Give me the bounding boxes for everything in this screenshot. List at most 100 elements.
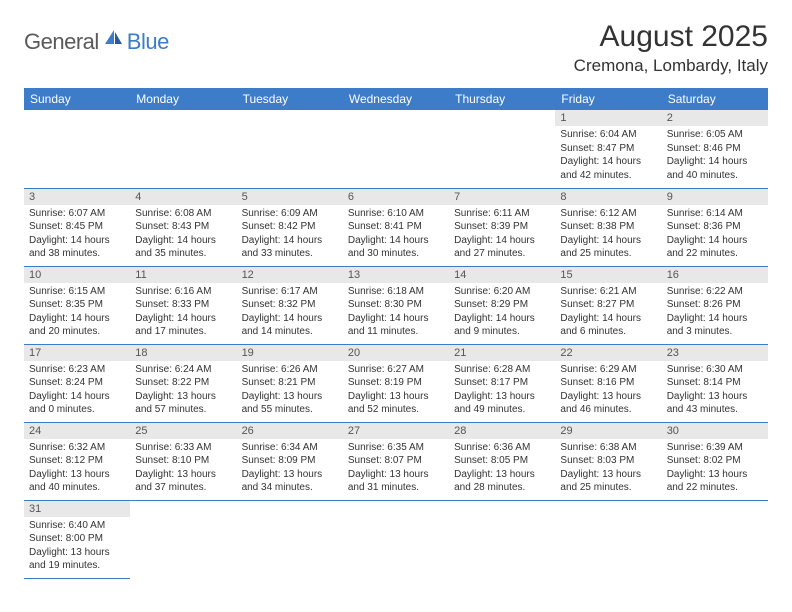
day-header: Friday [555, 88, 661, 110]
day-content: Sunrise: 6:10 AMSunset: 8:41 PMDaylight:… [343, 205, 449, 265]
day-cell: 17Sunrise: 6:23 AMSunset: 8:24 PMDayligh… [24, 344, 130, 422]
day-header: Sunday [24, 88, 130, 110]
day-content: Sunrise: 6:39 AMSunset: 8:02 PMDaylight:… [662, 439, 768, 499]
day-number: 27 [343, 423, 449, 439]
day-cell: 9Sunrise: 6:14 AMSunset: 8:36 PMDaylight… [662, 188, 768, 266]
day-number: 26 [237, 423, 343, 439]
calendar-table: SundayMondayTuesdayWednesdayThursdayFrid… [24, 88, 768, 579]
day-cell: 14Sunrise: 6:20 AMSunset: 8:29 PMDayligh… [449, 266, 555, 344]
day-cell: 6Sunrise: 6:10 AMSunset: 8:41 PMDaylight… [343, 188, 449, 266]
day-cell: 31Sunrise: 6:40 AMSunset: 8:00 PMDayligh… [24, 500, 130, 578]
day-number: 2 [662, 110, 768, 126]
empty-day-cell [130, 110, 236, 188]
calendar-week-row: 24Sunrise: 6:32 AMSunset: 8:12 PMDayligh… [24, 422, 768, 500]
calendar-week-row: 10Sunrise: 6:15 AMSunset: 8:35 PMDayligh… [24, 266, 768, 344]
logo-text-general: General [24, 29, 99, 55]
day-cell: 11Sunrise: 6:16 AMSunset: 8:33 PMDayligh… [130, 266, 236, 344]
day-number: 31 [24, 501, 130, 517]
day-content: Sunrise: 6:35 AMSunset: 8:07 PMDaylight:… [343, 439, 449, 499]
day-number: 1 [555, 110, 661, 126]
day-content: Sunrise: 6:22 AMSunset: 8:26 PMDaylight:… [662, 283, 768, 343]
day-number: 10 [24, 267, 130, 283]
day-cell: 12Sunrise: 6:17 AMSunset: 8:32 PMDayligh… [237, 266, 343, 344]
day-cell: 20Sunrise: 6:27 AMSunset: 8:19 PMDayligh… [343, 344, 449, 422]
day-cell: 8Sunrise: 6:12 AMSunset: 8:38 PMDaylight… [555, 188, 661, 266]
day-cell: 24Sunrise: 6:32 AMSunset: 8:12 PMDayligh… [24, 422, 130, 500]
day-content: Sunrise: 6:07 AMSunset: 8:45 PMDaylight:… [24, 205, 130, 265]
day-cell: 10Sunrise: 6:15 AMSunset: 8:35 PMDayligh… [24, 266, 130, 344]
day-content: Sunrise: 6:20 AMSunset: 8:29 PMDaylight:… [449, 283, 555, 343]
day-cell: 18Sunrise: 6:24 AMSunset: 8:22 PMDayligh… [130, 344, 236, 422]
day-number: 24 [24, 423, 130, 439]
day-content: Sunrise: 6:36 AMSunset: 8:05 PMDaylight:… [449, 439, 555, 499]
day-header: Saturday [662, 88, 768, 110]
day-cell: 21Sunrise: 6:28 AMSunset: 8:17 PMDayligh… [449, 344, 555, 422]
day-header: Monday [130, 88, 236, 110]
day-content: Sunrise: 6:15 AMSunset: 8:35 PMDaylight:… [24, 283, 130, 343]
day-number: 25 [130, 423, 236, 439]
empty-day-cell [237, 110, 343, 188]
day-content: Sunrise: 6:14 AMSunset: 8:36 PMDaylight:… [662, 205, 768, 265]
day-number: 12 [237, 267, 343, 283]
day-cell: 27Sunrise: 6:35 AMSunset: 8:07 PMDayligh… [343, 422, 449, 500]
day-number: 20 [343, 345, 449, 361]
day-number: 29 [555, 423, 661, 439]
day-cell: 5Sunrise: 6:09 AMSunset: 8:42 PMDaylight… [237, 188, 343, 266]
day-cell: 29Sunrise: 6:38 AMSunset: 8:03 PMDayligh… [555, 422, 661, 500]
day-content: Sunrise: 6:23 AMSunset: 8:24 PMDaylight:… [24, 361, 130, 421]
day-number: 16 [662, 267, 768, 283]
day-content: Sunrise: 6:11 AMSunset: 8:39 PMDaylight:… [449, 205, 555, 265]
calendar-body: 1Sunrise: 6:04 AMSunset: 8:47 PMDaylight… [24, 110, 768, 578]
day-content: Sunrise: 6:32 AMSunset: 8:12 PMDaylight:… [24, 439, 130, 499]
day-number: 7 [449, 189, 555, 205]
empty-day-cell [449, 500, 555, 578]
day-content: Sunrise: 6:09 AMSunset: 8:42 PMDaylight:… [237, 205, 343, 265]
calendar-week-row: 3Sunrise: 6:07 AMSunset: 8:45 PMDaylight… [24, 188, 768, 266]
day-cell: 25Sunrise: 6:33 AMSunset: 8:10 PMDayligh… [130, 422, 236, 500]
day-cell: 1Sunrise: 6:04 AMSunset: 8:47 PMDaylight… [555, 110, 661, 188]
day-number: 17 [24, 345, 130, 361]
location-subtitle: Cremona, Lombardy, Italy [574, 56, 768, 76]
day-content: Sunrise: 6:17 AMSunset: 8:32 PMDaylight:… [237, 283, 343, 343]
day-number: 22 [555, 345, 661, 361]
day-content: Sunrise: 6:27 AMSunset: 8:19 PMDaylight:… [343, 361, 449, 421]
day-content: Sunrise: 6:05 AMSunset: 8:46 PMDaylight:… [662, 126, 768, 186]
day-header-row: SundayMondayTuesdayWednesdayThursdayFrid… [24, 88, 768, 110]
day-content: Sunrise: 6:04 AMSunset: 8:47 PMDaylight:… [555, 126, 661, 186]
day-number: 6 [343, 189, 449, 205]
day-cell: 3Sunrise: 6:07 AMSunset: 8:45 PMDaylight… [24, 188, 130, 266]
day-cell: 16Sunrise: 6:22 AMSunset: 8:26 PMDayligh… [662, 266, 768, 344]
calendar-week-row: 17Sunrise: 6:23 AMSunset: 8:24 PMDayligh… [24, 344, 768, 422]
day-number: 13 [343, 267, 449, 283]
day-cell: 30Sunrise: 6:39 AMSunset: 8:02 PMDayligh… [662, 422, 768, 500]
day-content: Sunrise: 6:38 AMSunset: 8:03 PMDaylight:… [555, 439, 661, 499]
day-number: 3 [24, 189, 130, 205]
day-content: Sunrise: 6:12 AMSunset: 8:38 PMDaylight:… [555, 205, 661, 265]
day-number: 21 [449, 345, 555, 361]
day-number: 15 [555, 267, 661, 283]
empty-day-cell [343, 110, 449, 188]
day-number: 9 [662, 189, 768, 205]
day-cell: 28Sunrise: 6:36 AMSunset: 8:05 PMDayligh… [449, 422, 555, 500]
day-content: Sunrise: 6:21 AMSunset: 8:27 PMDaylight:… [555, 283, 661, 343]
day-number: 30 [662, 423, 768, 439]
day-cell: 19Sunrise: 6:26 AMSunset: 8:21 PMDayligh… [237, 344, 343, 422]
day-number: 14 [449, 267, 555, 283]
day-content: Sunrise: 6:30 AMSunset: 8:14 PMDaylight:… [662, 361, 768, 421]
day-content: Sunrise: 6:16 AMSunset: 8:33 PMDaylight:… [130, 283, 236, 343]
day-number: 23 [662, 345, 768, 361]
empty-day-cell [449, 110, 555, 188]
day-header: Thursday [449, 88, 555, 110]
day-content: Sunrise: 6:08 AMSunset: 8:43 PMDaylight:… [130, 205, 236, 265]
header: General Blue August 2025 Cremona, Lombar… [24, 20, 768, 76]
page-title: August 2025 [574, 20, 768, 54]
day-cell: 23Sunrise: 6:30 AMSunset: 8:14 PMDayligh… [662, 344, 768, 422]
empty-day-cell [237, 500, 343, 578]
day-cell: 7Sunrise: 6:11 AMSunset: 8:39 PMDaylight… [449, 188, 555, 266]
calendar-week-row: 1Sunrise: 6:04 AMSunset: 8:47 PMDaylight… [24, 110, 768, 188]
empty-day-cell [24, 110, 130, 188]
day-content: Sunrise: 6:18 AMSunset: 8:30 PMDaylight:… [343, 283, 449, 343]
day-cell: 22Sunrise: 6:29 AMSunset: 8:16 PMDayligh… [555, 344, 661, 422]
day-number: 19 [237, 345, 343, 361]
calendar-week-row: 31Sunrise: 6:40 AMSunset: 8:00 PMDayligh… [24, 500, 768, 578]
